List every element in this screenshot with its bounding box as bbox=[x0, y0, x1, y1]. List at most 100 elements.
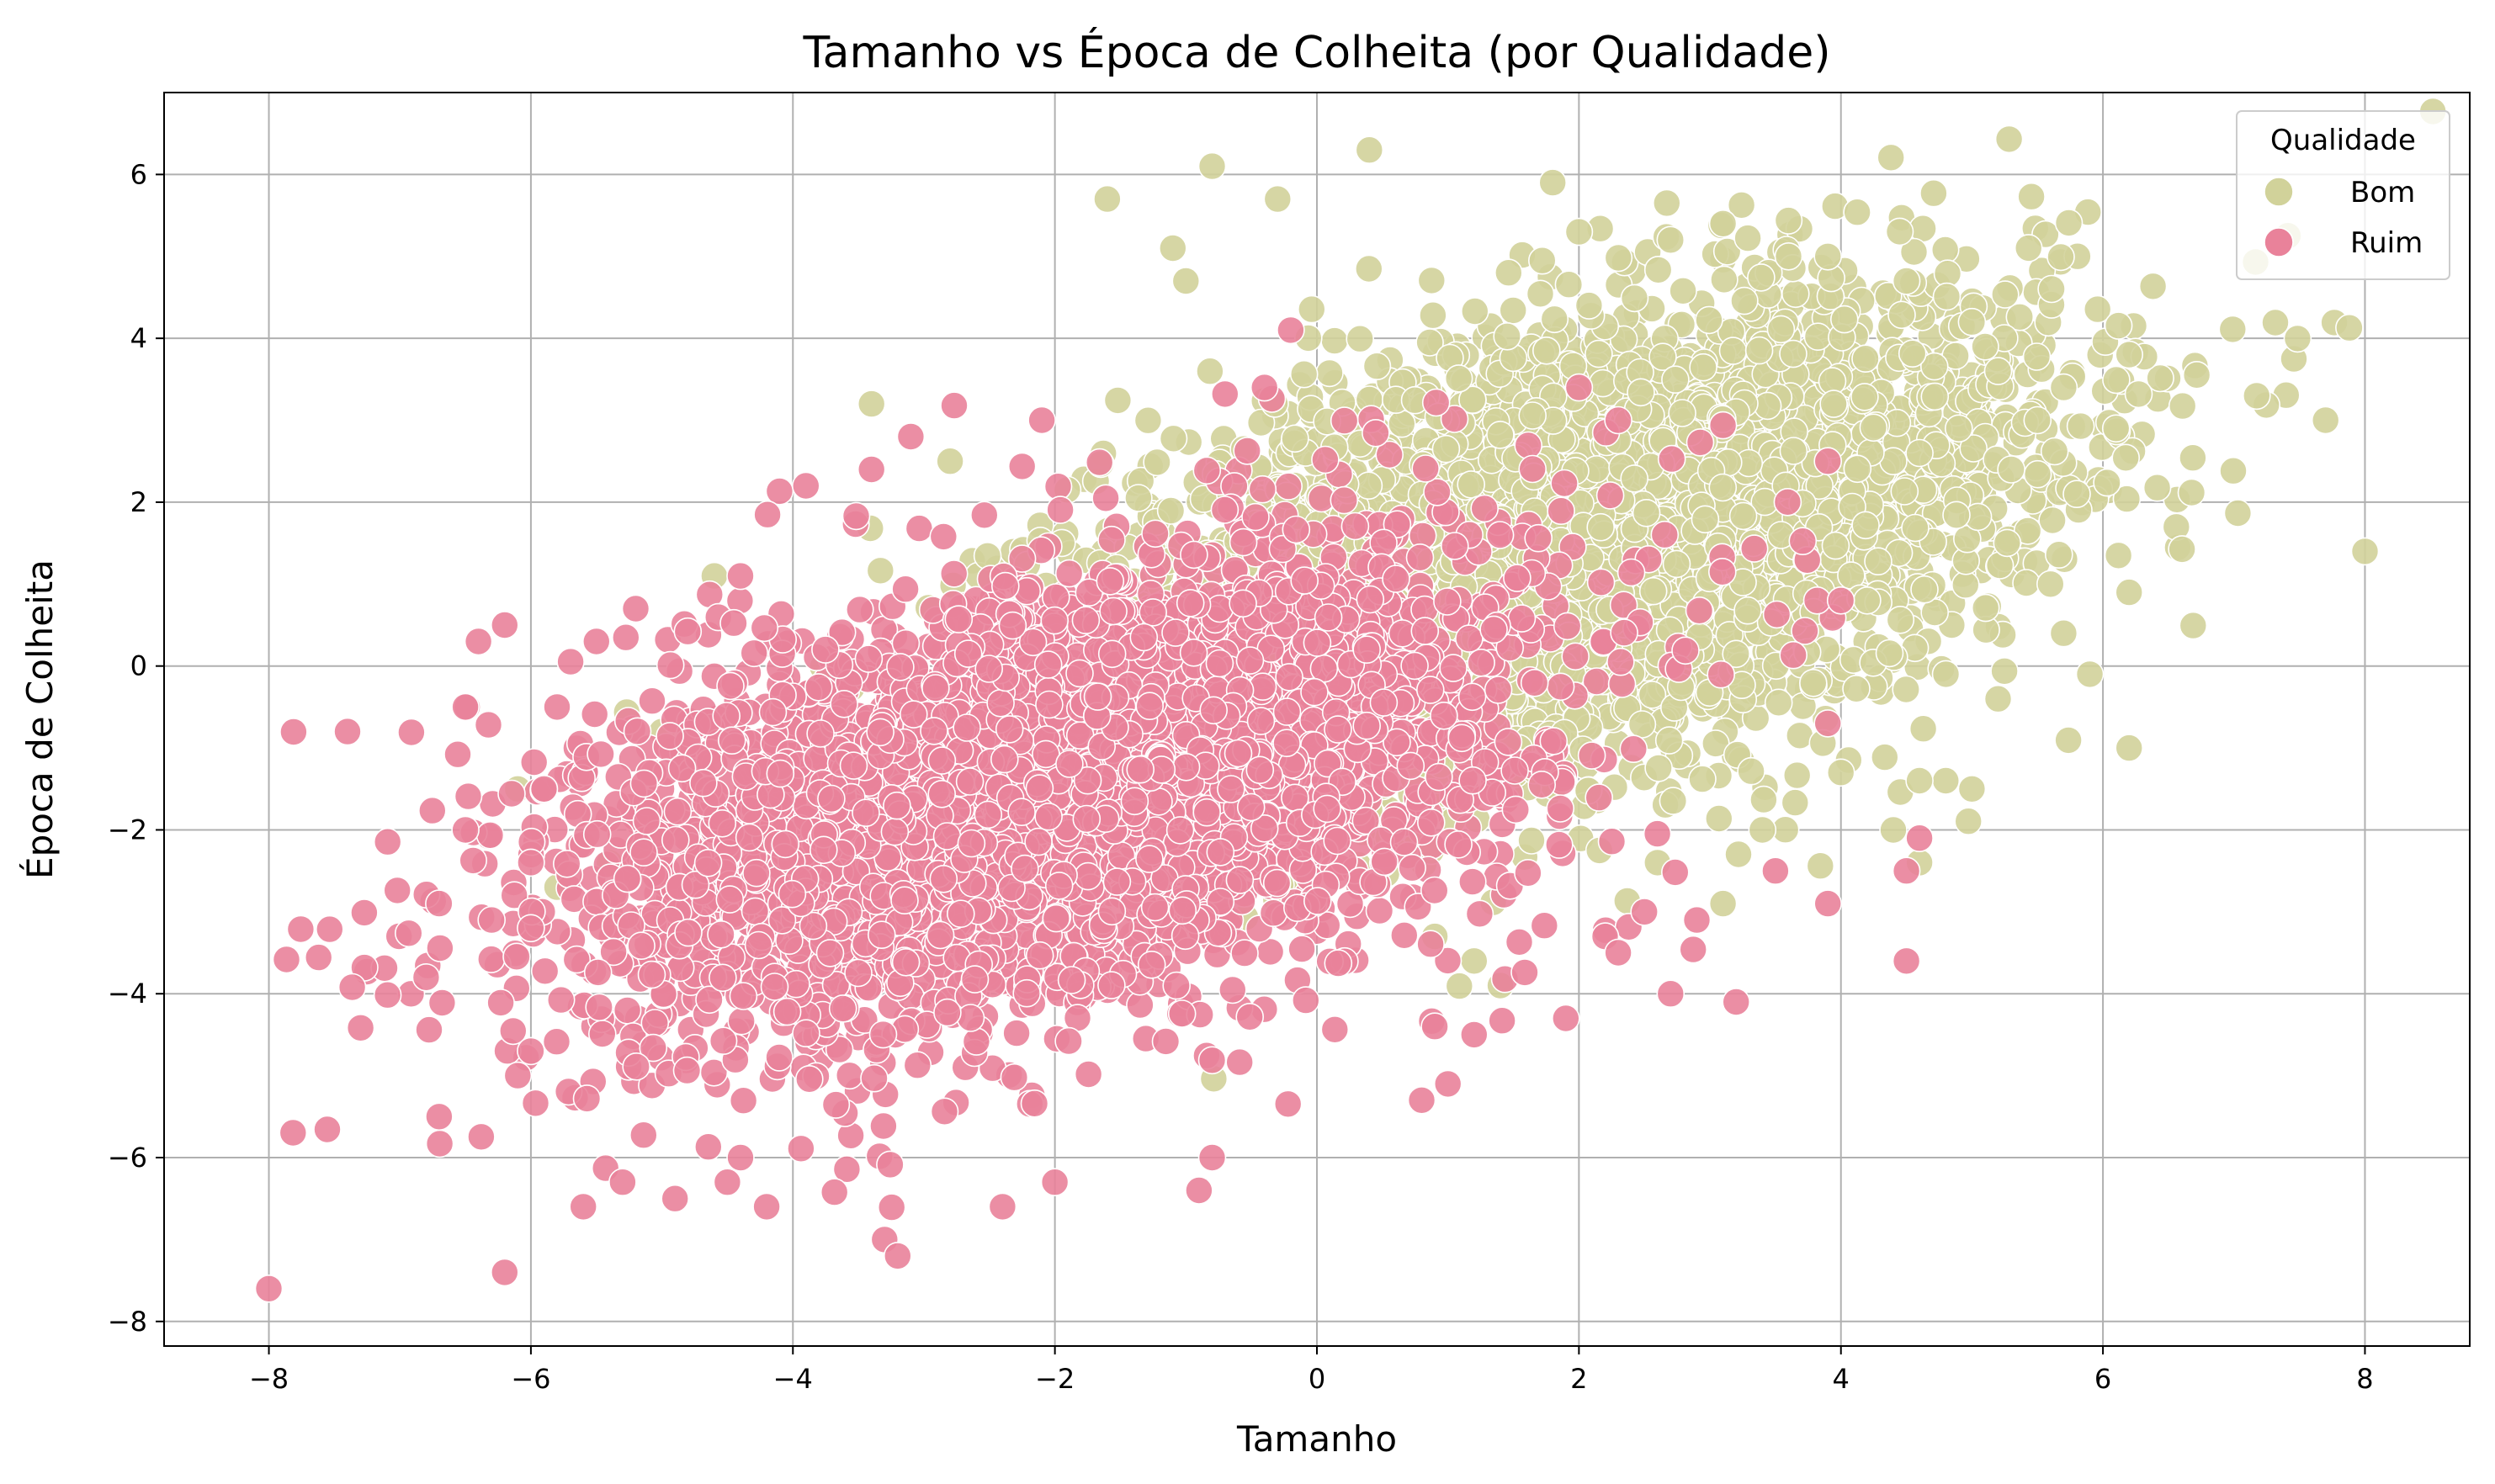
data-point-bom bbox=[1143, 448, 1171, 477]
data-point-bom bbox=[2038, 506, 2067, 535]
data-point-bom bbox=[2104, 311, 2133, 340]
data-point-bom bbox=[1417, 266, 1447, 295]
data-point-bom bbox=[1901, 513, 1930, 543]
data-point-bom bbox=[1748, 815, 1777, 845]
chart-title: Tamanho vs Época de Colheita (por Qualid… bbox=[803, 27, 1831, 78]
data-point-bom bbox=[1983, 357, 2013, 385]
data-point-bom bbox=[1779, 437, 1808, 465]
data-point-bom bbox=[1445, 972, 1474, 1000]
data-point-bom bbox=[1813, 241, 1842, 271]
data-point-bom bbox=[1779, 339, 1808, 368]
data-point-bom bbox=[1486, 421, 1515, 449]
data-point-bom bbox=[2115, 734, 2143, 762]
data-point-bom bbox=[1554, 270, 1584, 299]
data-point-bom bbox=[1708, 473, 1738, 502]
data-point-bom bbox=[1819, 390, 1848, 418]
data-point-bom bbox=[1842, 674, 1871, 703]
data-point-bom bbox=[1705, 804, 1733, 833]
data-point-bom bbox=[1586, 512, 1615, 542]
data-point-bom bbox=[2111, 443, 2140, 473]
data-point-bom bbox=[1887, 300, 1916, 330]
data-point-bom bbox=[1766, 315, 1796, 344]
data-point-ruim bbox=[1465, 899, 1494, 929]
data-point-bom bbox=[1983, 684, 2013, 713]
data-point-bom bbox=[1991, 280, 2020, 309]
data-point-bom bbox=[2218, 315, 2248, 344]
data-point-bom bbox=[1627, 378, 1655, 407]
data-point-bom bbox=[2283, 324, 2312, 353]
data-point-bom bbox=[1156, 496, 1186, 525]
data-point-bom bbox=[1971, 593, 2000, 623]
data-point-bom bbox=[1919, 178, 1948, 208]
data-point-bom bbox=[1806, 851, 1835, 880]
data-point-bom bbox=[1431, 434, 1461, 464]
data-point-bom bbox=[1710, 265, 1739, 294]
data-point-bom bbox=[2049, 373, 2078, 402]
data-point-bom bbox=[2350, 537, 2380, 566]
data-point-bom bbox=[1460, 946, 1489, 976]
data-point-bom bbox=[2014, 234, 2043, 262]
data-point-bom bbox=[1930, 236, 1960, 264]
data-point-bom bbox=[1708, 209, 1738, 238]
data-point-bom bbox=[1886, 605, 1915, 634]
data-point-bom bbox=[1885, 217, 1914, 246]
data-point-bom bbox=[1908, 714, 1938, 744]
data-point-bom bbox=[1196, 357, 1224, 386]
data-point-bom bbox=[1517, 826, 1546, 855]
data-point-bom bbox=[1499, 296, 1527, 325]
data-point-bom bbox=[1774, 206, 1803, 235]
data-point-bom bbox=[2022, 342, 2052, 371]
data-point-bom bbox=[2104, 541, 2133, 570]
data-point-bom bbox=[1124, 484, 1153, 512]
data-point-bom bbox=[1419, 300, 1447, 330]
data-point-bom bbox=[1346, 324, 1374, 353]
data-point-ruim bbox=[304, 943, 333, 972]
data-point-bom bbox=[1688, 765, 1717, 793]
data-point-bom bbox=[2311, 405, 2340, 435]
data-point-bom bbox=[1695, 305, 1723, 335]
data-point-bom bbox=[2017, 182, 2046, 211]
data-point-bom bbox=[1971, 332, 1999, 361]
data-point-bom bbox=[1890, 477, 1919, 506]
data-point-bom bbox=[1263, 184, 1293, 214]
data-point-bom bbox=[1588, 368, 1617, 398]
data-point-ruim bbox=[1074, 1060, 1103, 1089]
data-point-bom bbox=[1782, 761, 1812, 790]
data-point-ruim bbox=[1547, 496, 1575, 526]
data-point-bom bbox=[2261, 308, 2290, 337]
data-point-ruim bbox=[729, 1086, 758, 1115]
data-point-bom bbox=[1799, 668, 1828, 697]
data-point-bom bbox=[1733, 596, 1762, 625]
data-point-ruim bbox=[279, 718, 308, 746]
data-point-ruim bbox=[1514, 431, 1542, 460]
data-point-bom bbox=[1718, 337, 1748, 365]
data-point-ruim bbox=[1274, 472, 1303, 501]
data-point-bom bbox=[1494, 258, 1523, 288]
data-point-bom bbox=[2124, 379, 2153, 409]
data-point-bom bbox=[2243, 381, 2271, 411]
data-point-bom bbox=[1538, 168, 1567, 197]
data-point-bom bbox=[2115, 340, 2143, 369]
data-point-bom bbox=[1774, 241, 1803, 271]
data-point-bom bbox=[1892, 267, 1921, 295]
data-point-bom bbox=[1532, 336, 1561, 365]
data-point-bom bbox=[1632, 498, 1661, 527]
data-point-ruim bbox=[350, 898, 379, 927]
data-point-bom bbox=[1461, 297, 1489, 326]
data-point-bom bbox=[1905, 766, 1934, 795]
data-point-bom bbox=[1954, 807, 1983, 836]
data-point-bom bbox=[2101, 414, 2131, 443]
data-point-bom bbox=[1133, 405, 1163, 435]
data-point-bom bbox=[1159, 234, 1187, 262]
data-point-bom bbox=[1493, 321, 1521, 351]
data-point-bom bbox=[1737, 756, 1765, 786]
data-point-bom bbox=[1730, 286, 1759, 315]
data-point-bom bbox=[2335, 313, 2364, 342]
data-point-bom bbox=[2049, 618, 2078, 648]
data-point-bom bbox=[1830, 305, 1859, 334]
data-point-bom bbox=[1627, 710, 1657, 739]
data-point-bom bbox=[1444, 364, 1473, 393]
data-point-bom bbox=[1864, 547, 1892, 576]
data-point-bom bbox=[1853, 586, 1882, 615]
data-point-bom bbox=[2138, 272, 2168, 301]
